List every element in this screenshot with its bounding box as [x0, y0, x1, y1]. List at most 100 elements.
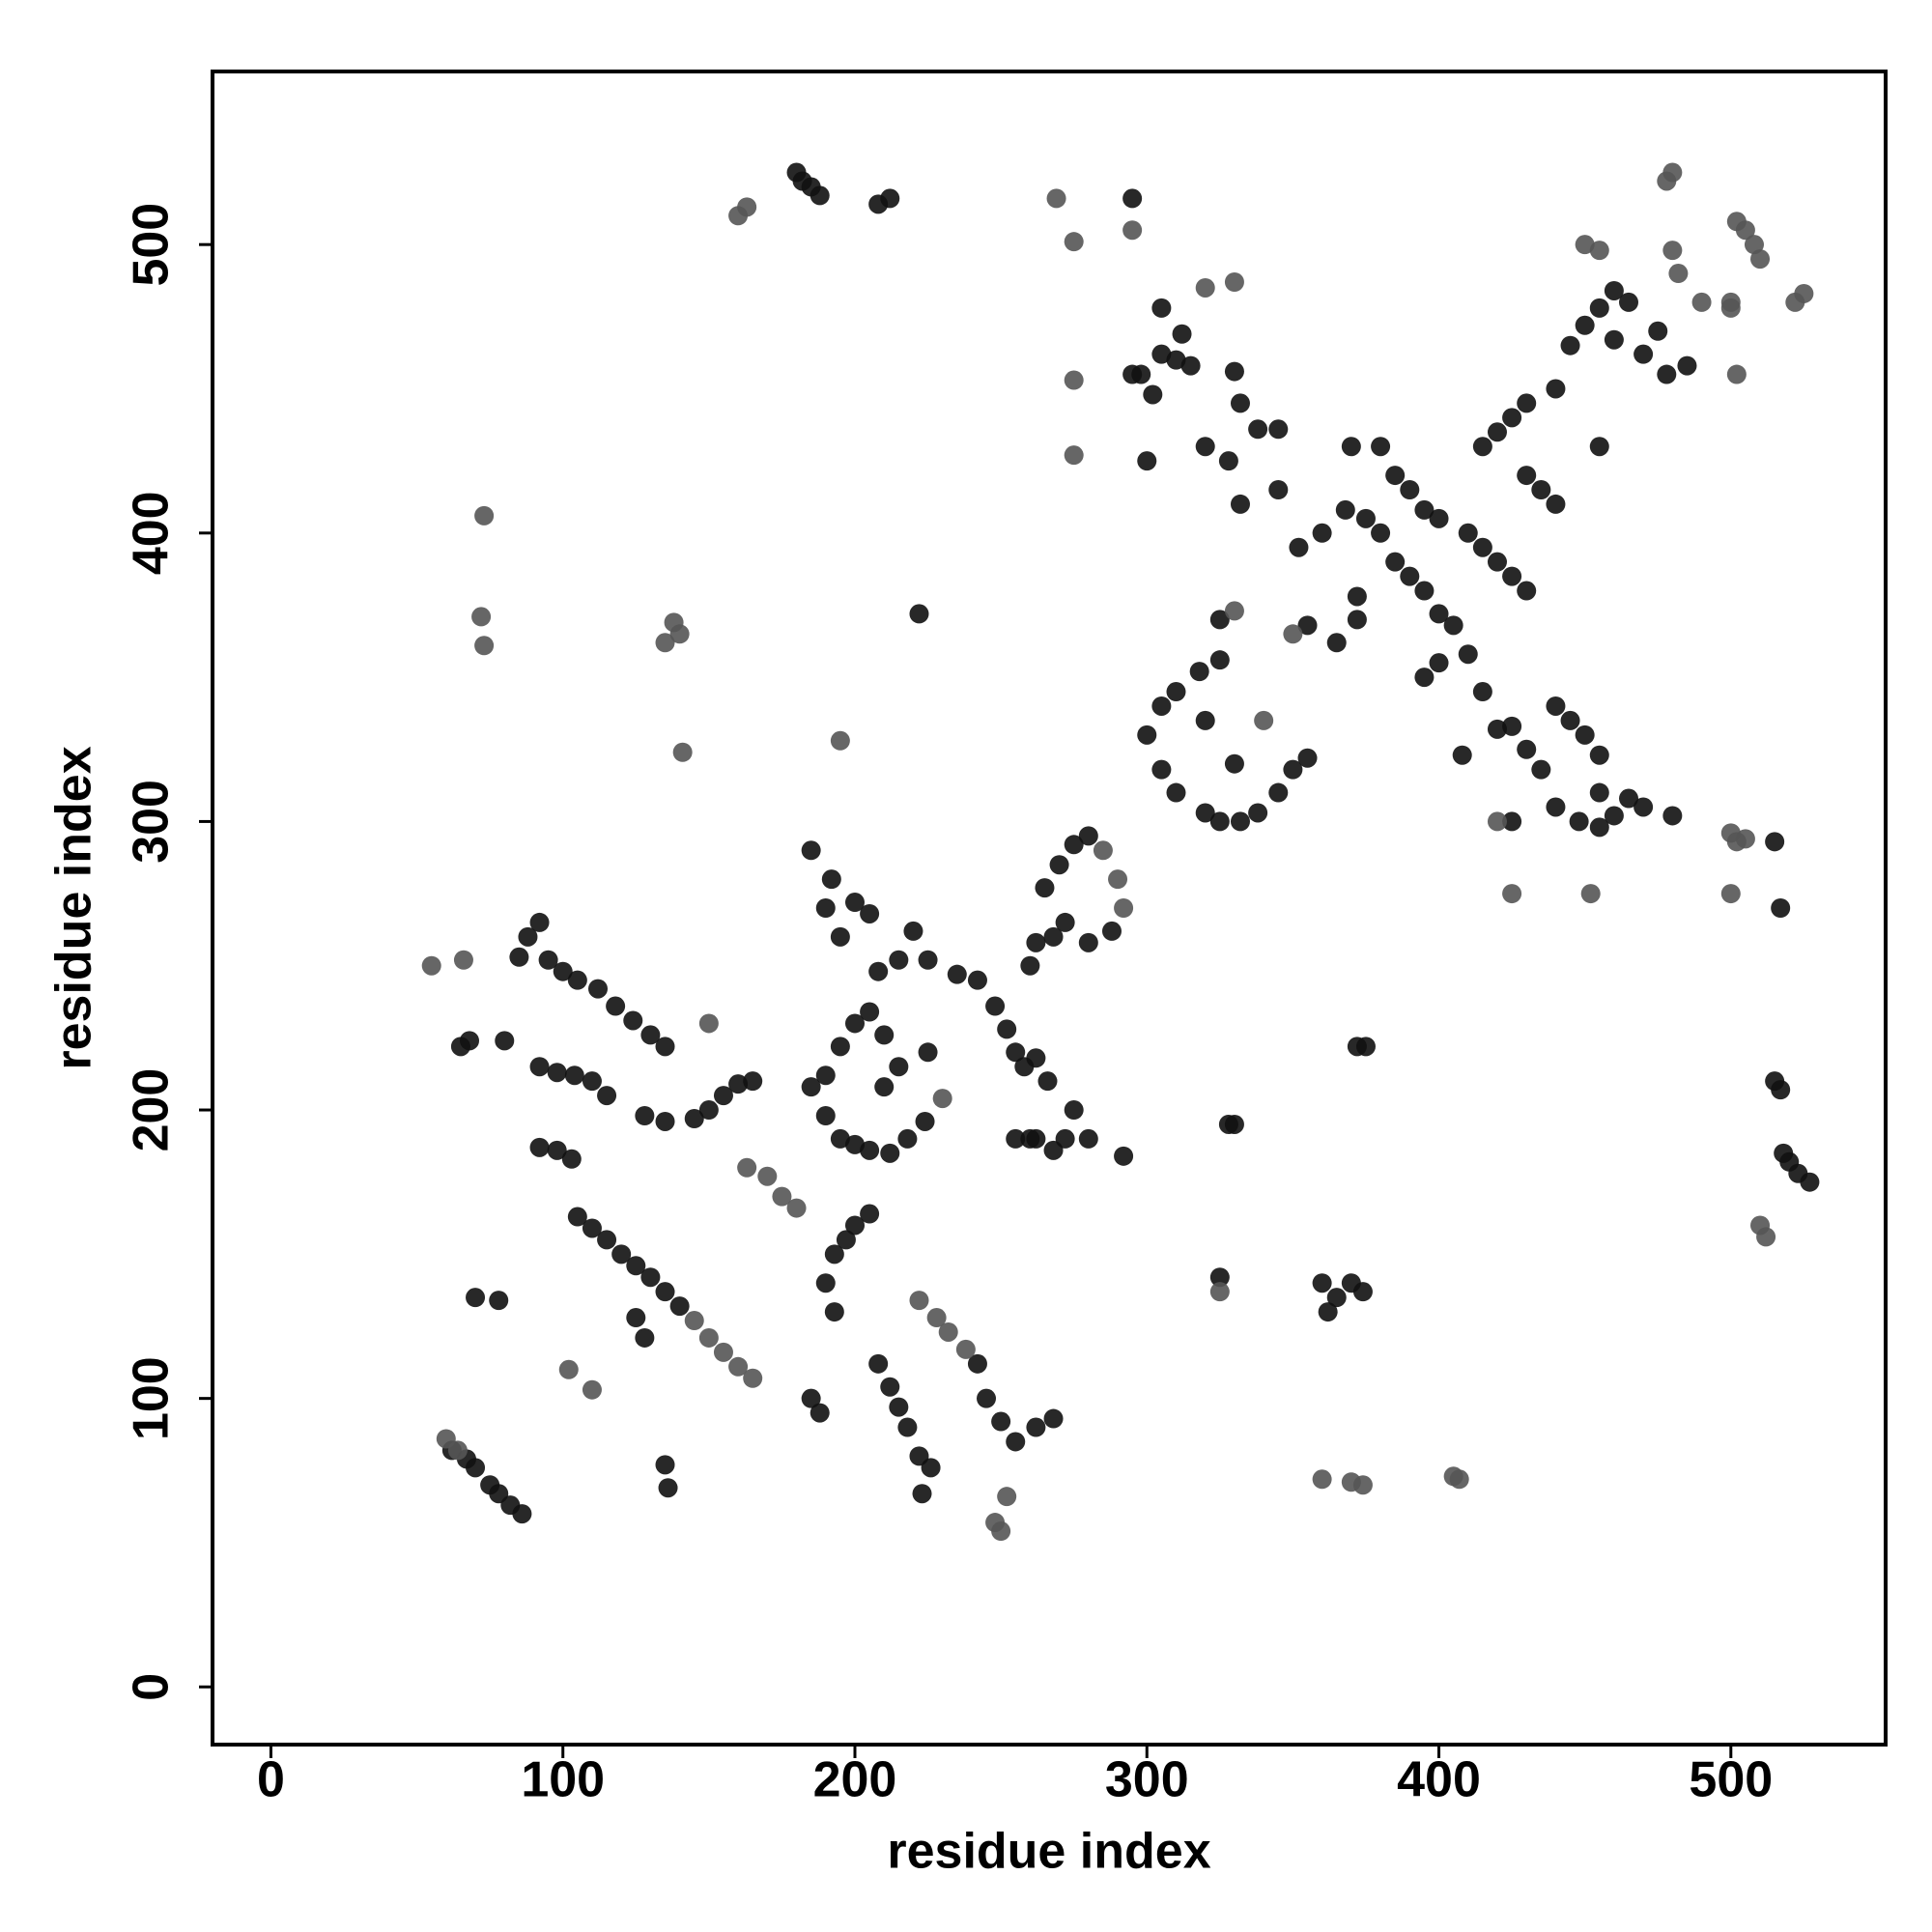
contact-point: [1662, 241, 1683, 261]
contact-point: [1735, 829, 1755, 849]
contact-point: [1230, 393, 1250, 413]
contact-point: [1371, 437, 1391, 457]
x-tick-label: 200: [813, 1752, 897, 1808]
contact-point: [824, 1302, 844, 1322]
x-tick-label: 400: [1397, 1752, 1481, 1808]
contact-point: [564, 1065, 584, 1086]
contact-point: [991, 1521, 1011, 1542]
contact-point: [1771, 1080, 1791, 1100]
contact-point: [1355, 508, 1376, 528]
contact-point: [830, 1037, 850, 1057]
contact-point: [1055, 1128, 1075, 1149]
contact-point: [1400, 566, 1420, 586]
contact-point: [1093, 840, 1113, 861]
contact-point: [1224, 601, 1244, 621]
contact-point: [1452, 745, 1472, 765]
contact-point: [669, 624, 690, 644]
contact-point: [684, 1108, 704, 1128]
contact-point: [1248, 803, 1268, 823]
contact-point: [737, 1157, 757, 1178]
contact-point: [909, 1291, 929, 1311]
contact-point: [1224, 753, 1244, 774]
contact-point: [640, 1025, 661, 1045]
contact-point: [1720, 292, 1741, 312]
contact-point: [1502, 716, 1522, 736]
contact-point: [1487, 552, 1507, 572]
contact-point: [1502, 408, 1522, 428]
contact-point: [1502, 566, 1522, 586]
contact-point: [1026, 1417, 1046, 1437]
contact-point: [1472, 437, 1492, 457]
y-axis-title: residue index: [46, 746, 102, 1069]
contact-point: [801, 840, 821, 861]
contact-point: [1189, 662, 1209, 682]
contact-point: [1335, 499, 1355, 520]
contact-point: [728, 1074, 749, 1094]
contact-point: [743, 1368, 763, 1388]
contact-point: [1297, 615, 1318, 636]
contact-point: [1371, 523, 1391, 543]
contact-point: [897, 1417, 918, 1437]
contact-point: [1143, 384, 1163, 405]
contact-point: [474, 505, 495, 526]
contact-point: [453, 950, 473, 970]
contact-point: [1209, 610, 1230, 630]
contact-point: [1517, 466, 1537, 486]
contact-point: [1064, 835, 1084, 855]
contact-point: [421, 955, 441, 976]
contact-point: [786, 1198, 807, 1218]
contact-point: [1619, 292, 1639, 312]
contact-point: [1254, 710, 1274, 730]
contact-point: [1137, 724, 1157, 745]
y-tick-label: 100: [124, 1356, 180, 1440]
plot-frame: [211, 70, 1888, 1747]
contact-point: [880, 1377, 900, 1397]
contact-point: [1487, 422, 1507, 442]
contact-point: [860, 1002, 880, 1022]
contact-point: [1195, 277, 1215, 298]
contact-point: [1224, 361, 1244, 382]
contact-point: [897, 1128, 918, 1149]
contact-point: [1662, 162, 1683, 183]
contact-point: [844, 893, 865, 913]
contact-point: [635, 1327, 655, 1348]
contact-point: [860, 1140, 880, 1160]
contact-point: [684, 1311, 704, 1331]
contact-point: [810, 1403, 830, 1423]
contact-point: [1589, 817, 1609, 838]
x-tick-label: 300: [1105, 1752, 1189, 1808]
contact-point: [815, 898, 836, 918]
contact-point: [1122, 188, 1143, 209]
contact-point: [909, 604, 929, 624]
contact-point: [1172, 324, 1192, 344]
contact-point: [553, 961, 573, 981]
contact-point: [538, 950, 558, 970]
contact-point: [926, 1308, 947, 1328]
contact-point: [824, 1244, 844, 1264]
contact-point: [626, 1256, 646, 1276]
contact-point: [1560, 335, 1580, 355]
contact-point: [889, 1057, 909, 1077]
contact-point: [1443, 615, 1463, 636]
contact-point: [1347, 1037, 1367, 1057]
contact-point: [955, 1339, 976, 1359]
contact-point: [547, 1063, 567, 1083]
contact-point: [558, 1359, 579, 1379]
contact-point: [1064, 1100, 1084, 1121]
contact-point: [1046, 188, 1066, 209]
contact-point: [1720, 884, 1741, 904]
contact-point: [1531, 759, 1551, 780]
contact-point: [1619, 788, 1639, 809]
contact-point: [1546, 696, 1566, 716]
contact-point: [1517, 393, 1537, 413]
contact-point: [640, 1267, 661, 1288]
contact-point: [1078, 1128, 1098, 1149]
y-tick-label: 200: [124, 1068, 180, 1152]
contact-point: [1180, 355, 1201, 376]
contact-point: [1546, 494, 1566, 514]
contact-point: [743, 1071, 763, 1092]
contact-point: [1569, 811, 1589, 832]
contact-point: [1326, 1288, 1347, 1308]
contact-point: [1037, 1071, 1058, 1092]
contact-point: [466, 1288, 486, 1308]
